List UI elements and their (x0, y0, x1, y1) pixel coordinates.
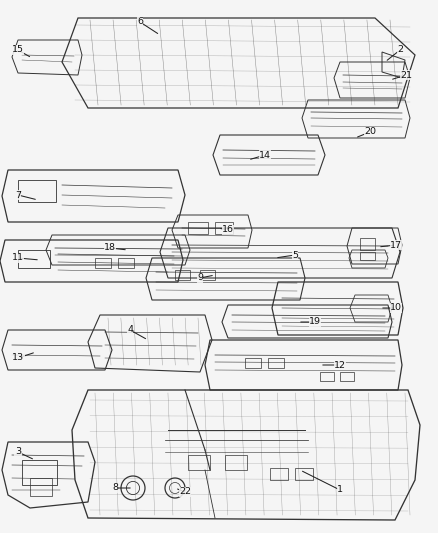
Text: 3: 3 (15, 448, 21, 456)
Bar (95, 258, 111, 268)
Bar (270, 468, 288, 480)
Text: 5: 5 (292, 251, 298, 260)
Bar (268, 358, 284, 368)
Bar (340, 372, 354, 381)
Bar (175, 270, 190, 280)
Bar (225, 455, 247, 470)
Text: 11: 11 (12, 254, 24, 262)
Bar (320, 372, 334, 381)
Bar (360, 252, 375, 260)
Text: 17: 17 (390, 240, 402, 249)
Bar (22, 460, 57, 485)
Text: 20: 20 (364, 127, 376, 136)
Text: 1: 1 (337, 486, 343, 495)
Text: 7: 7 (15, 190, 21, 199)
Bar (18, 180, 56, 202)
Text: 6: 6 (137, 18, 143, 27)
Text: 2: 2 (397, 45, 403, 54)
Text: 18: 18 (104, 244, 116, 253)
Text: 4: 4 (127, 326, 133, 335)
Bar (215, 222, 233, 234)
Bar (360, 238, 375, 250)
Text: 9: 9 (197, 273, 203, 282)
Text: 8: 8 (112, 483, 118, 492)
Text: 14: 14 (259, 150, 271, 159)
Text: 15: 15 (12, 45, 24, 54)
Bar (245, 358, 261, 368)
Text: 13: 13 (12, 353, 24, 362)
Bar (30, 478, 52, 496)
Bar (118, 258, 134, 268)
Text: 22: 22 (179, 488, 191, 497)
Text: 10: 10 (390, 303, 402, 312)
Bar (18, 250, 50, 268)
Text: 16: 16 (222, 225, 234, 235)
Text: 19: 19 (309, 318, 321, 327)
Text: 12: 12 (334, 360, 346, 369)
Bar (188, 455, 210, 470)
Bar (188, 222, 208, 234)
Text: 21: 21 (400, 70, 412, 79)
Bar (295, 468, 313, 480)
Bar (200, 270, 215, 280)
